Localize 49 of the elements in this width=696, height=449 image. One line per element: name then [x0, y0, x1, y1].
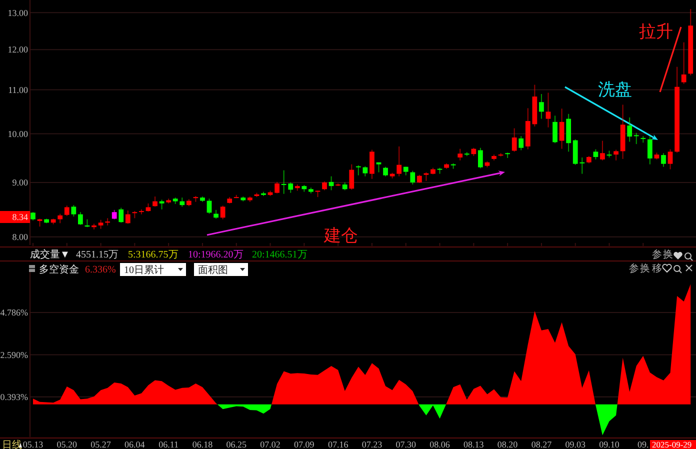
x-tick-label: 09.10: [599, 440, 620, 449]
annotation: 换: [640, 262, 650, 274]
annotation: 拉升: [639, 22, 673, 42]
x-tick-label: 06.18: [192, 440, 214, 449]
x-tick-label: 06.11: [158, 440, 179, 449]
text: 8.34: [12, 212, 28, 222]
x-tick-label: 07.16: [328, 440, 349, 449]
x-tick-label: 07.02: [260, 440, 280, 449]
text: 20:1466.51万: [252, 250, 308, 260]
x-tick-label: 08.27: [531, 440, 552, 449]
x-tick-label: 07.23: [362, 440, 383, 449]
y-tick-label: 9.00: [12, 178, 28, 188]
annotation: 10日累计: [124, 264, 164, 276]
text: 4551.15万: [76, 250, 118, 260]
text: 5:3166.75万: [128, 250, 178, 260]
x-tick-label: 05.13: [22, 440, 44, 449]
x-tick-label: 06.25: [226, 440, 248, 449]
x-tick-label: 05.20: [56, 440, 78, 449]
x-tick-label: 08.20: [497, 440, 518, 449]
annotation: 洗盘: [598, 80, 632, 100]
x-tick-label: 09.: [638, 440, 649, 449]
y-tick-label: 13.00: [8, 8, 28, 18]
text: 日线: [2, 439, 22, 449]
text: 10:1966.20万: [188, 250, 244, 260]
x-tick-label: 08.13: [464, 440, 484, 449]
y-tick-label: 10.00: [8, 128, 28, 139]
y-tick-label: 0.393%: [0, 392, 28, 402]
chart-title: 多空资金: [39, 264, 79, 276]
y-tick-label: 12.00: [8, 44, 28, 55]
annotation: 6.336%: [85, 264, 116, 276]
text: 2025-09-29: [652, 439, 692, 449]
text: 成交量▼: [30, 248, 70, 260]
x-tick-label: 08.06: [430, 440, 450, 449]
text: 参: [652, 248, 662, 260]
x-tick-label: 07.30: [396, 440, 416, 449]
x-tick-label: 06.04: [124, 440, 146, 449]
y-tick-label: 4.786%: [0, 308, 28, 318]
x-tick-label: 07.09: [294, 440, 315, 449]
x-tick-label: 05.27: [90, 440, 112, 449]
y-tick-label: 2.590%: [0, 350, 28, 360]
y-tick-label: 8.00: [12, 232, 28, 242]
candlestick: [105, 218, 110, 226]
annotation: 参: [629, 262, 639, 274]
x-tick-label: 09.03: [565, 440, 586, 449]
annotation: 面积图: [198, 265, 228, 276]
annotation: 移: [652, 262, 662, 274]
y-tick-label: 11.00: [8, 84, 28, 95]
annotation: 建仓: [323, 226, 358, 246]
text: 换: [663, 248, 673, 260]
